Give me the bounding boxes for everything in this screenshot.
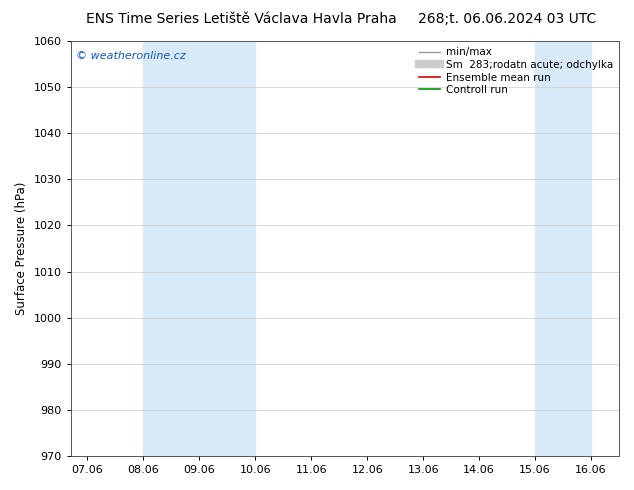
Y-axis label: Surface Pressure (hPa): Surface Pressure (hPa) xyxy=(15,182,28,315)
Bar xyxy=(143,41,256,456)
Legend: min/max, Sm  283;rodatn acute; odchylka, Ensemble mean run, Controll run: min/max, Sm 283;rodatn acute; odchylka, … xyxy=(417,44,616,98)
Text: 268;t. 06.06.2024 03 UTC: 268;t. 06.06.2024 03 UTC xyxy=(418,12,597,26)
Bar xyxy=(535,41,591,456)
Text: © weatheronline.cz: © weatheronline.cz xyxy=(76,51,186,61)
Text: ENS Time Series Letiště Václava Havla Praha: ENS Time Series Letiště Václava Havla Pr… xyxy=(86,12,396,26)
